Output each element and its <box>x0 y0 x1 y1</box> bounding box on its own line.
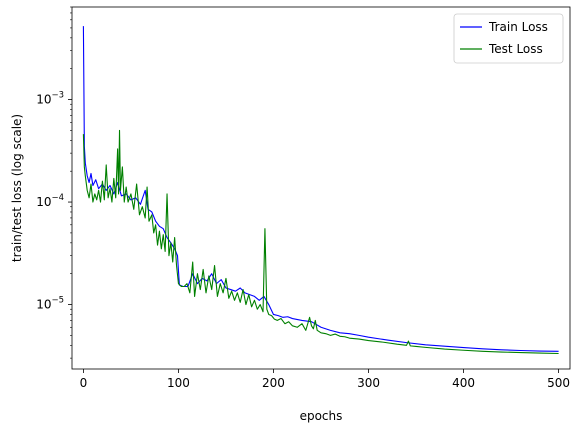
x-tick-label: 300 <box>357 376 380 390</box>
legend-train-label: Train Loss <box>488 20 548 34</box>
y-tick-label: 10−5 <box>36 296 64 312</box>
y-tick-label: 10−4 <box>36 193 64 209</box>
legend-test-label: Test Loss <box>488 42 543 56</box>
y-tick-label: 10−3 <box>36 91 64 107</box>
series-line-test-loss <box>82 129 559 355</box>
x-axis-label: epochs <box>300 409 343 423</box>
x-tick-label: 100 <box>167 376 190 390</box>
y-axis-label: train/test loss (log scale) <box>10 114 24 262</box>
plot-frame <box>71 6 571 370</box>
legend-box <box>453 13 564 64</box>
x-tick-label: 0 <box>80 376 88 390</box>
x-tick-label: 400 <box>452 376 475 390</box>
plot-area <box>72 7 570 369</box>
legend: Train Loss Test Loss <box>453 13 564 64</box>
x-tick-label: 200 <box>262 376 285 390</box>
x-tick-label: 500 <box>547 376 570 390</box>
